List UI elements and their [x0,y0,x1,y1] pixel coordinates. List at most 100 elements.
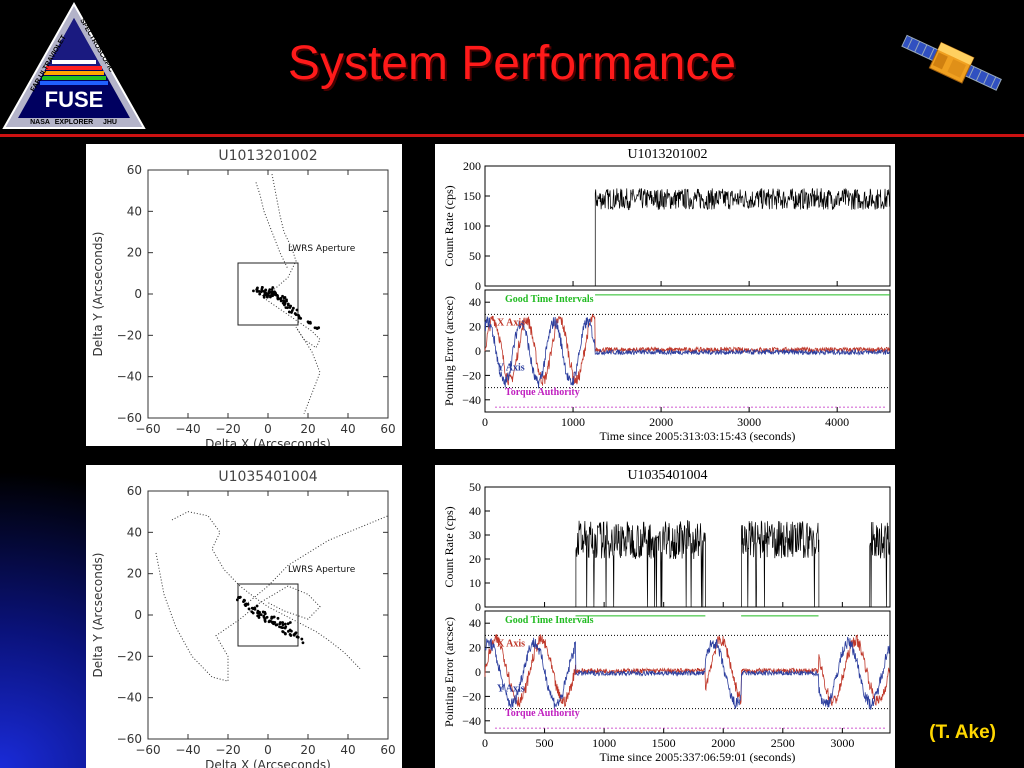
logo-bottom-right: JHU [103,119,117,126]
y-tick-label: 20 [469,320,481,334]
y-tick-label: −40 [462,714,481,728]
x-tick-label: 1000 [561,415,585,429]
data-point [283,622,287,626]
data-point [295,635,299,639]
pointing-error-series [484,636,890,710]
y-tick-label: −40 [462,393,481,407]
data-point [251,611,255,615]
x-tick-label: 3000 [737,415,761,429]
data-point [264,288,268,292]
x-axis-label: Delta X (Arcseconds) [205,758,331,768]
torque-authority-label: Torque Authority [505,708,580,719]
data-point [263,620,267,623]
data-point [283,295,287,299]
y-tick-label: 40 [469,295,481,309]
data-point [270,288,274,291]
data-point [259,613,263,617]
y-tick-label: 20 [469,641,481,655]
data-point [247,607,251,611]
y-tick-label: 150 [463,189,481,203]
data-point [306,320,310,324]
x-tick-label: −40 [175,422,200,436]
pointing-track [258,174,321,415]
x-tick-label: 20 [300,743,315,757]
data-point [271,294,274,298]
chart-title: U1035401004 [218,469,317,485]
y-tick-label: 100 [463,219,481,233]
pointing-error-axis-label: Pointing Error (arcsec) [442,296,456,406]
count-rate-series [485,187,890,287]
x-tick-label: 40 [340,422,355,436]
data-point [288,621,292,624]
y-tick-label: 60 [127,163,142,177]
x-tick-label: 2500 [771,736,795,750]
upper-frame [484,486,891,608]
time-series-plot-2: U1035401004 0 500 1000 1500 2000 2500 3000 Time … [435,465,895,768]
y-tick-label: −20 [462,689,481,703]
x-tick-label: 20 [300,422,315,436]
y-tick-label: 60 [127,484,142,498]
data-point [295,308,299,312]
data-point [272,622,276,626]
data-point [271,615,275,619]
data-point [282,299,285,303]
pointing-track [247,515,389,603]
y-tick-label: 0 [475,344,481,358]
y-tick-label: 0 [134,287,142,301]
pointing-track [155,552,321,682]
pointing-track [255,182,289,270]
x-tick-label: 0 [264,422,272,436]
y-tick-label: −20 [117,649,142,663]
x-tick-label: 1500 [652,736,676,750]
data-point [255,288,259,291]
data-point [235,598,239,602]
pointing-scatter-plot-2: U1035401004 −60 −40 −20 0 20 40 60 60 40 20 0 −20 −40… [86,465,402,768]
data-point [313,326,317,330]
upper-frame [484,165,891,287]
torque-authority-label: Torque Authority [505,387,580,398]
slide-title: System Performance [287,37,737,90]
data-point [258,610,261,614]
data-point [246,602,250,606]
data-point [262,289,266,293]
y-tick-label: 0 [475,600,481,614]
aperture-box [237,262,299,326]
pointing-scatter-plot-1: U1013201002 −60 −40 −20 0 20 40 60 60 40 20 0 −20 −40… [86,144,402,446]
x-tick-label: 0 [482,415,488,429]
plot-frame [147,490,389,740]
data-point [262,295,266,299]
title-divider [0,134,1024,137]
x-tick-label: 60 [380,743,395,757]
data-point [299,316,303,320]
data-point [259,290,263,293]
y-tick-label: 40 [127,525,142,539]
pointing-track [171,511,361,670]
x-tick-label: −60 [135,743,160,757]
chart-title: U1013201002 [627,147,707,162]
data-point [237,595,240,599]
data-point [243,603,247,607]
data-point [257,616,261,619]
data-point [281,623,285,627]
y-tick-label: −20 [462,368,481,382]
data-point [285,298,288,302]
count-rate-axis-label: Count Rate (cps) [442,185,456,266]
x-tick-label: 40 [340,743,355,757]
y-tick-label: 40 [469,616,481,630]
data-point [281,621,285,624]
data-point [283,302,287,305]
logo-bottom-left: NASA [30,119,50,126]
data-point [267,291,271,295]
aperture-label: LWRS Aperture [288,565,356,575]
y-tick-label: 40 [127,204,142,218]
y-axis-series-label: Y Axis [497,684,525,695]
y-tick-label: −60 [117,732,142,746]
data-point [257,614,261,617]
logo-name: FUSE [45,87,104,112]
x-tick-label: 2000 [711,736,735,750]
data-point [301,641,305,645]
data-point [263,617,267,621]
data-point [252,289,255,293]
pointing-error-axis-label: Pointing Error (arcsec) [442,617,456,727]
y-axis-label: Delta Y (Arcseconds) [91,553,105,678]
